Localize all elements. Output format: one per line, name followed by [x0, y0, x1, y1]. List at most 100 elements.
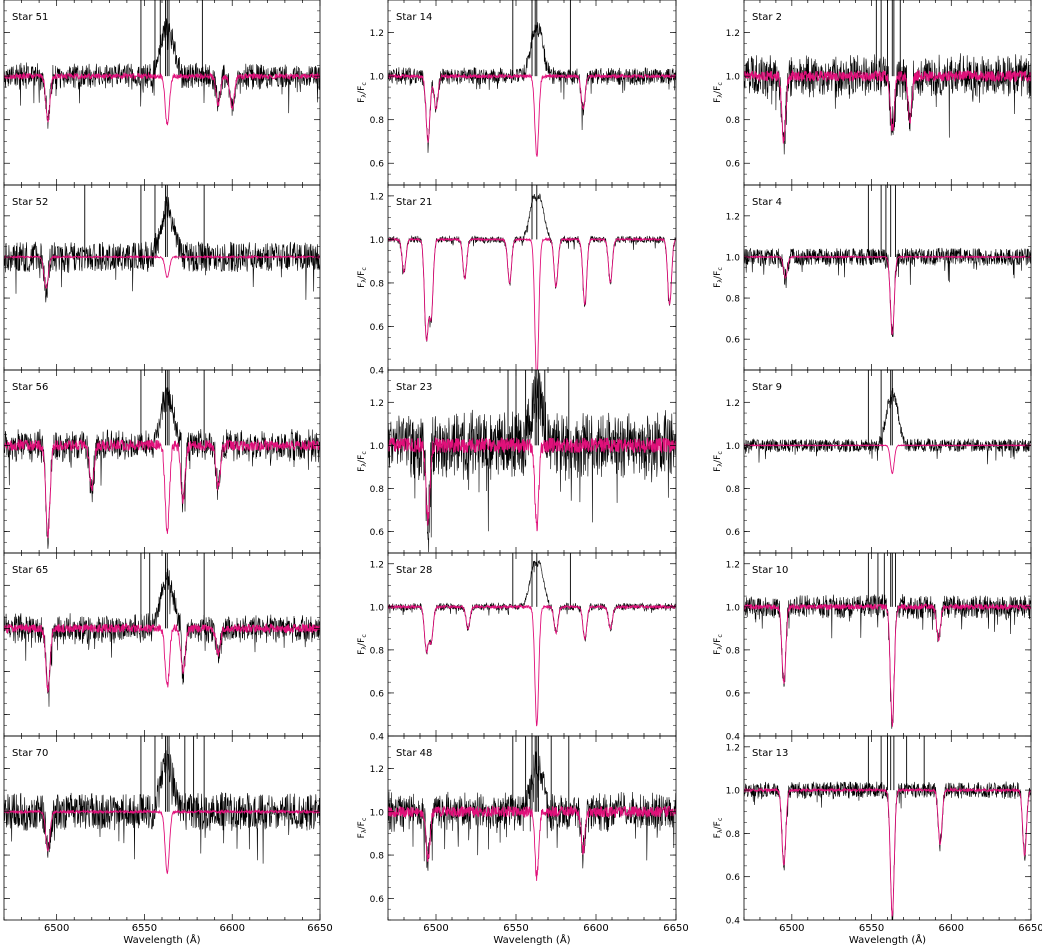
panel-title-star-48: Star 48: [396, 748, 432, 759]
panel-title-star-14: Star 14: [396, 12, 432, 23]
y-axis-label: Fλ/Fc: [357, 817, 368, 838]
y-tick-label: 0.6: [370, 323, 385, 333]
y-tick-label: 0.8: [370, 646, 385, 656]
y-tick-label: 1.0: [370, 808, 385, 818]
x-axis-label: Wavelength (Å): [493, 933, 570, 946]
panel-title-star-9: Star 9: [752, 382, 782, 393]
x-tick-label: 6600: [583, 923, 608, 934]
observed-spectrum-line: [388, 372, 676, 553]
model-spectrum-line: [744, 443, 1031, 475]
y-tick-label: 0.6: [370, 689, 385, 699]
y-tick-label: 0.4: [726, 733, 741, 743]
x-tick-label: 6500: [423, 923, 448, 934]
y-tick-label: 0.8: [370, 852, 385, 862]
y-axis-label: Fλ/Fc: [357, 634, 368, 655]
panel-title-star-4: Star 4: [752, 197, 782, 208]
y-axis-label: Fλ/Fc: [713, 451, 724, 472]
y-tick-label: 1.0: [726, 787, 741, 797]
y-axis-label: Fλ/Fc: [357, 267, 368, 288]
x-tick-label: 6550: [503, 923, 528, 934]
panel-title-star-28: Star 28: [396, 565, 432, 576]
panel-title-star-52: Star 52: [12, 197, 48, 208]
panel-title-star-2: Star 2: [752, 12, 782, 23]
observed-spectrum-line: [4, 387, 320, 549]
y-tick-label: 1.2: [726, 212, 740, 222]
y-tick-label: 0.8: [370, 279, 385, 289]
model-spectrum-line: [388, 236, 676, 370]
y-tick-label: 1.2: [370, 29, 384, 39]
panel-title-star-51: Star 51: [12, 12, 48, 23]
y-tick-label: 1.2: [370, 765, 384, 775]
x-tick-label: 6500: [779, 923, 804, 934]
model-spectrum-line: [4, 71, 320, 126]
observed-spectrum-line: [744, 247, 1031, 338]
panel-star-13: 6500 6550 6600 6650 Wavelength (Å) 0.4 0.6 0.8 1…: [713, 735, 1042, 946]
y-tick-label: 1.2: [726, 399, 740, 409]
x-tick-label: 6650: [307, 923, 332, 934]
y-tick-label: 0.6: [726, 160, 741, 170]
y-tick-label: 0.8: [726, 830, 741, 840]
y-tick-label: 1.0: [370, 603, 385, 613]
y-tick-label: 0.8: [370, 116, 385, 126]
y-tick-label: 0.6: [370, 160, 385, 170]
panel-frame: [3, 184, 321, 371]
model-spectrum-line: [744, 787, 1031, 917]
x-tick-label: 6550: [859, 923, 884, 934]
y-tick-label: 1.0: [726, 73, 741, 83]
y-tick-label: 0.6: [726, 336, 741, 346]
model-spectrum-line: [388, 805, 676, 881]
model-spectrum-line: [744, 254, 1031, 336]
model-spectrum-line: [744, 602, 1031, 727]
y-tick-label: 1.0: [370, 236, 385, 246]
model-spectrum-line: [4, 622, 320, 693]
observed-spectrum-line: [744, 387, 1031, 465]
x-axis-label: Wavelength (Å): [849, 933, 926, 946]
y-axis-label: Fλ/Fc: [713, 82, 724, 103]
model-spectrum-line: [4, 254, 320, 290]
x-tick-label: 6600: [219, 923, 244, 934]
y-axis-label: Fλ/Fc: [713, 267, 724, 288]
y-tick-label: 0.8: [370, 485, 385, 495]
panel-star-28: 0.4 0.6 0.8 1.0 1.2 Fλ/Fc Star 28: [357, 552, 677, 743]
observed-spectrum-line: [744, 594, 1031, 729]
y-tick-label: 0.8: [726, 646, 741, 656]
y-axis-label: Fλ/Fc: [357, 451, 368, 472]
panel-star-48: 6500 6550 6600 6650 Wavelength (Å) 0.6 0.8 1.0 1…: [357, 735, 689, 946]
observed-spectrum-line: [4, 746, 320, 864]
y-tick-label: 0.4: [726, 917, 741, 927]
panel-title-star-10: Star 10: [752, 565, 788, 576]
y-tick-label: 1.2: [726, 29, 740, 39]
panel-title-star-70: Star 70: [12, 748, 48, 759]
panel-star-2: 0.6 0.8 1.0 1.2 Fλ/Fc Star 2: [713, 0, 1032, 186]
y-tick-label: 1.0: [726, 442, 741, 452]
model-spectrum-line: [388, 436, 676, 532]
panel-frame: [743, 184, 1032, 371]
y-tick-label: 1.0: [370, 442, 385, 452]
panel-star-4: 0.6 0.8 1.0 1.2 Fλ/Fc Star 4: [713, 184, 1032, 371]
panel-title-star-65: Star 65: [12, 565, 48, 576]
panel-star-23: 0.6 0.8 1.0 1.2 Fλ/Fc Star 23: [357, 369, 677, 554]
model-spectrum-line: [4, 808, 320, 875]
y-tick-label: 0.6: [726, 528, 741, 538]
y-tick-label: 0.4: [370, 733, 385, 743]
panel-star-21: 0.4 0.6 0.8 1.0 1.2 Fλ/Fc Star 21: [357, 184, 677, 377]
y-axis-label: Fλ/Fc: [713, 634, 724, 655]
observed-spectrum-line: [744, 781, 1031, 920]
y-tick-label: 1.0: [726, 253, 741, 263]
y-tick-label: 1.0: [726, 603, 741, 613]
observed-spectrum-line: [4, 18, 320, 129]
y-axis-label: Fλ/Fc: [357, 82, 368, 103]
model-spectrum-line: [388, 73, 676, 157]
panel-star-14: 0.6 0.8 1.0 1.2 Fλ/Fc Star 14: [357, 0, 677, 186]
y-axis-label: Fλ/Fc: [713, 817, 724, 838]
y-tick-label: 0.8: [726, 485, 741, 495]
y-tick-label: 0.8: [726, 116, 741, 126]
observed-spectrum-line: [4, 568, 320, 707]
y-tick-label: 0.6: [370, 895, 385, 905]
y-tick-label: 1.2: [726, 560, 740, 570]
y-tick-label: 0.4: [370, 367, 385, 377]
